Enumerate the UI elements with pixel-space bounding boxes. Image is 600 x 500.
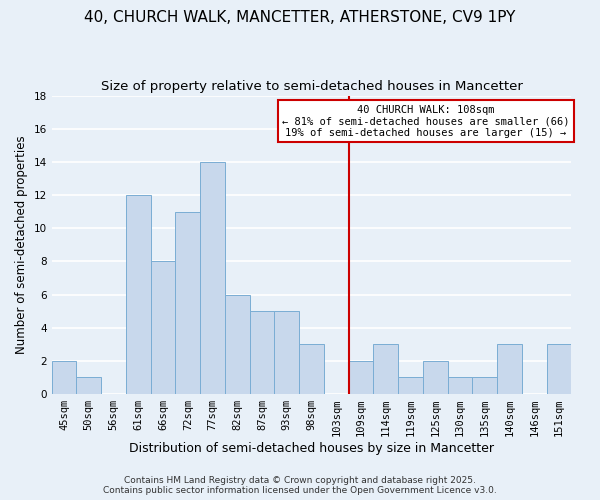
- Bar: [151, 262, 175, 394]
- Bar: [547, 344, 571, 394]
- Bar: [423, 361, 448, 394]
- Bar: [299, 344, 324, 394]
- Bar: [200, 162, 225, 394]
- Bar: [373, 344, 398, 394]
- Bar: [349, 361, 373, 394]
- Bar: [497, 344, 522, 394]
- Bar: [398, 378, 423, 394]
- Y-axis label: Number of semi-detached properties: Number of semi-detached properties: [15, 136, 28, 354]
- Title: Size of property relative to semi-detached houses in Mancetter: Size of property relative to semi-detach…: [101, 80, 523, 93]
- X-axis label: Distribution of semi-detached houses by size in Mancetter: Distribution of semi-detached houses by …: [129, 442, 494, 455]
- Text: 40 CHURCH WALK: 108sqm
← 81% of semi-detached houses are smaller (66)
19% of sem: 40 CHURCH WALK: 108sqm ← 81% of semi-det…: [282, 104, 569, 138]
- Bar: [52, 361, 76, 394]
- Bar: [274, 311, 299, 394]
- Bar: [175, 212, 200, 394]
- Bar: [126, 195, 151, 394]
- Bar: [472, 378, 497, 394]
- Bar: [225, 294, 250, 394]
- Text: 40, CHURCH WALK, MANCETTER, ATHERSTONE, CV9 1PY: 40, CHURCH WALK, MANCETTER, ATHERSTONE, …: [85, 10, 515, 25]
- Bar: [448, 378, 472, 394]
- Text: Contains HM Land Registry data © Crown copyright and database right 2025.
Contai: Contains HM Land Registry data © Crown c…: [103, 476, 497, 495]
- Bar: [250, 311, 274, 394]
- Bar: [76, 378, 101, 394]
